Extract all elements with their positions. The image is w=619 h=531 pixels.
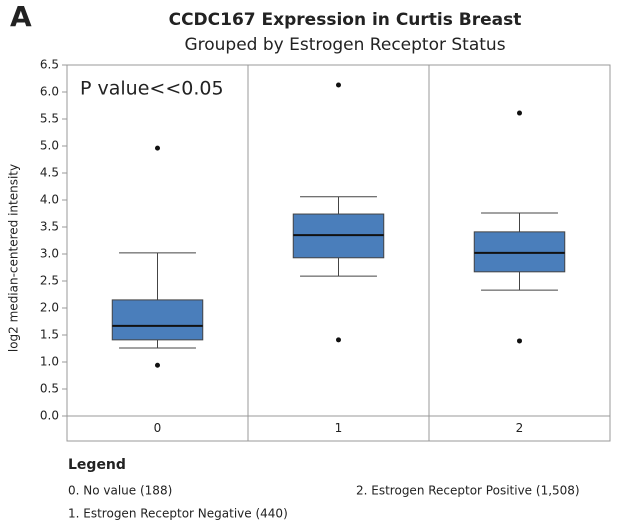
y-tick-label: 2.0 [40,301,59,315]
outlier [155,362,160,368]
x-tick-label: 0 [154,421,162,435]
outlier [155,145,160,151]
legend-entry: 0. No value (188) [68,484,172,498]
y-axis-label: log2 median-centered intensity [7,164,21,352]
y-tick-label: 1.5 [40,328,59,342]
chart-subtitle: Grouped by Estrogen Receptor Status [184,35,505,55]
y-tick-label: 4.0 [40,193,59,207]
y-tick-label: 4.5 [40,166,59,180]
legend-entry: 2. Estrogen Receptor Positive (1,508) [356,484,580,498]
legend-title: Legend [68,457,126,473]
y-tick-label: 1.0 [40,355,59,369]
x-tick-label: 1 [335,421,343,435]
chart-title: CCDC167 Expression in Curtis Breast [169,10,522,30]
annotation: P value<<0.05 [80,78,224,100]
y-tick-label: 0.0 [40,409,59,423]
x-tick-label: 2 [516,421,524,435]
legend-entry: 1. Estrogen Receptor Negative (440) [68,507,288,521]
y-tick-label: 6.0 [40,85,59,99]
plot-frame [66,64,611,442]
box [111,299,204,341]
y-tick-label: 5.0 [40,139,59,153]
box [473,231,566,273]
outlier [517,338,522,344]
panel-label: A [10,0,32,33]
y-tick-label: 3.0 [40,247,59,261]
outlier [336,337,341,343]
y-tick-label: 5.5 [40,112,59,126]
y-tick-label: 3.5 [40,220,59,234]
outlier [336,82,341,88]
outlier [517,110,522,116]
y-tick-label: 0.5 [40,382,59,396]
y-tick-label: 2.5 [40,274,59,288]
y-tick-label: 6.5 [40,58,59,72]
